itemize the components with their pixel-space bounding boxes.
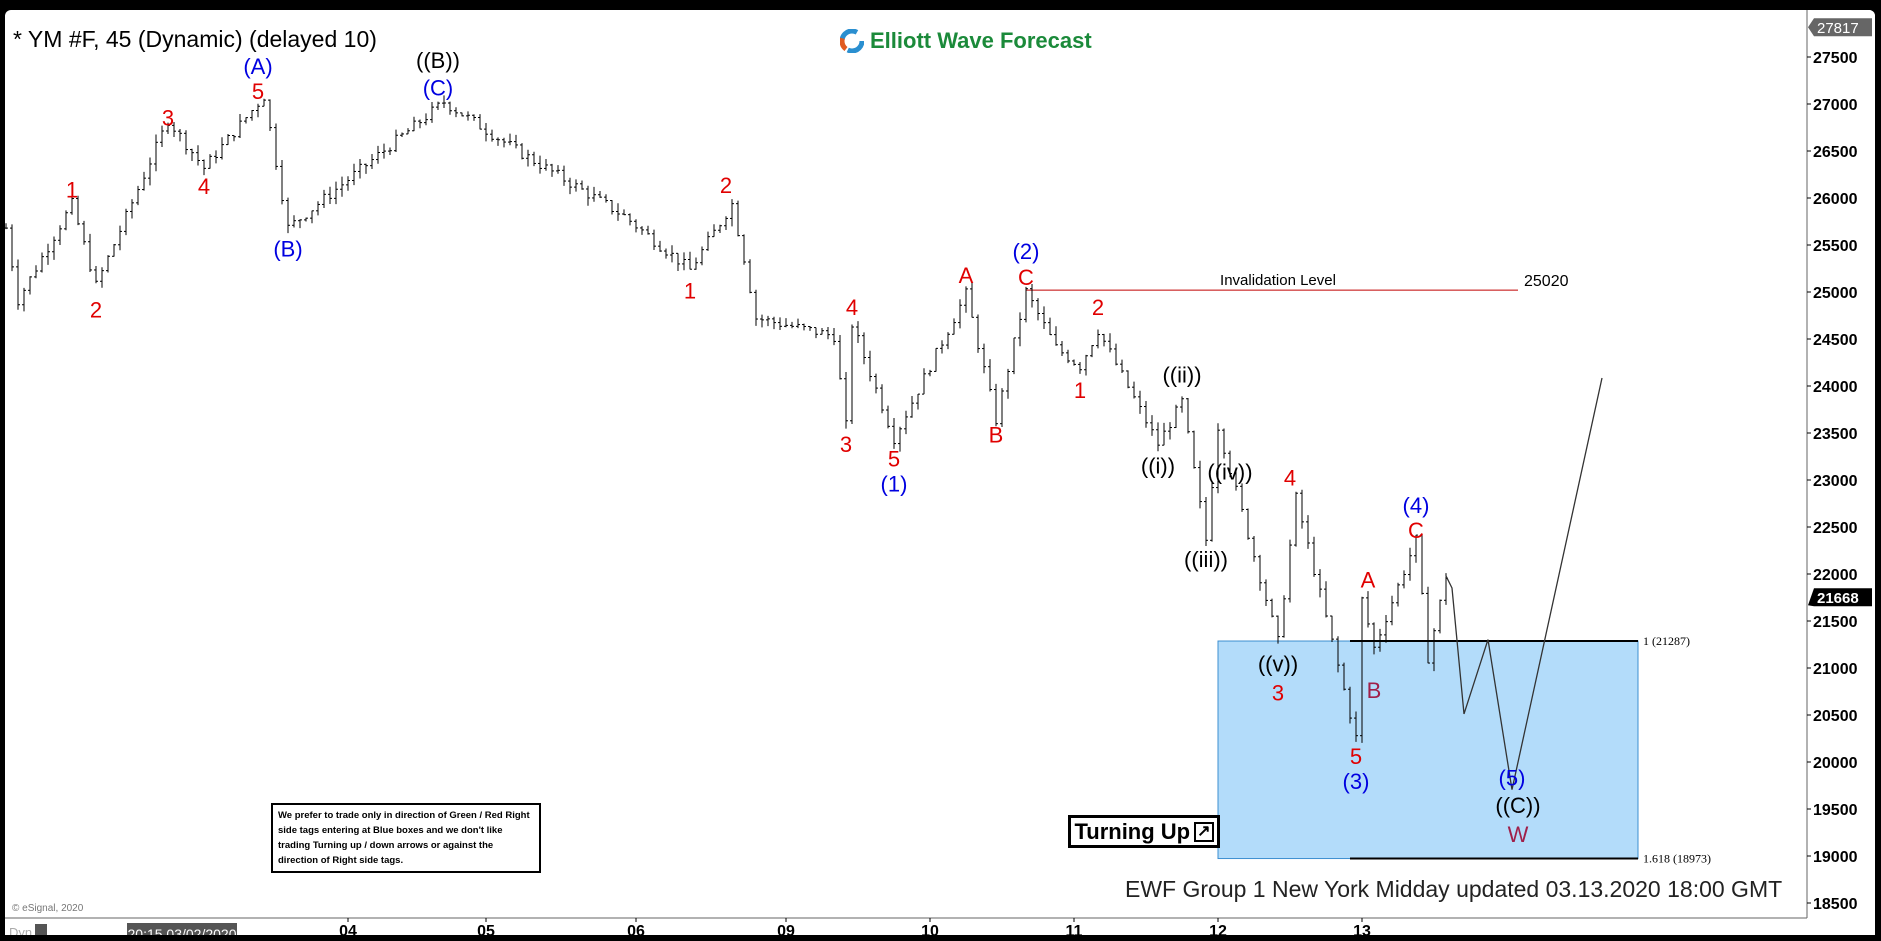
y-tick-label: 20000 [1813,755,1858,772]
target-blue-box [1217,640,1639,860]
wave-label: (1) [881,471,908,496]
wave-label: A [1361,568,1376,593]
high-price-marker: 27817 [1817,20,1859,37]
wave-label: A [959,263,974,288]
wave-label: ((v)) [1258,652,1298,677]
y-tick-label: 22000 [1813,567,1858,584]
lock-icon[interactable] [35,924,47,935]
wave-label: C [1408,518,1424,543]
x-tick-label: 04 [339,923,357,935]
y-tick-label: 25000 [1813,285,1858,302]
y-tick-label: 26500 [1813,144,1858,161]
x-tick-label: 11 [1066,923,1083,935]
fib-bottom-label: 1.618 (18973) [1643,852,1711,866]
wave-label: 4 [1284,466,1296,491]
wave-label: 1 [684,278,696,303]
wave-label: (4) [1403,493,1430,518]
wave-label: (C) [423,76,454,101]
price-chart[interactable]: 1 (21287) 1.618 (18973) Invalidation Level… [5,10,1875,935]
wave-label: ((iv)) [1207,460,1252,485]
invalidation-label: Invalidation Level [1220,272,1336,289]
y-tick-label: 27000 [1813,97,1858,114]
wave-label: 5 [1350,744,1362,769]
x-tick-label: 09 [777,923,795,935]
start-time-label: 20:15 03/02/2020 [127,923,237,935]
y-tick-label: 24000 [1813,379,1858,396]
wave-label: 2 [720,173,732,198]
wave-label: B [989,422,1004,447]
y-tick-label: 22500 [1813,520,1858,537]
wave-label: ((C)) [1495,793,1540,818]
last-price-marker-bg [1808,588,1872,607]
dyn-label[interactable]: Dyn [9,925,33,935]
x-tick-label: 05 [477,923,495,935]
footer-update-text: EWF Group 1 New York Midday updated 03.1… [1125,876,1783,902]
copyright: © eSignal, 2020 [12,903,84,914]
wave-label: 5 [252,79,264,104]
wave-label: 3 [162,106,174,131]
y-tick-label: 21500 [1813,614,1858,631]
y-tick-label: 20500 [1813,708,1858,725]
x-tick-label: 13 [1353,923,1371,935]
projection-path [1445,377,1603,790]
wave-label: B [1367,678,1382,703]
high-price-marker-bg [1808,18,1872,37]
wave-label: W [1508,822,1529,847]
wave-label: ((i)) [1141,454,1175,479]
y-tick-label: 27500 [1813,50,1858,67]
y-tick-label: 25500 [1813,238,1858,255]
x-tick-label: 12 [1209,923,1227,935]
y-tick-label: 18500 [1813,896,1858,913]
y-tick-label: 26000 [1813,191,1858,208]
logo: Elliott Wave Forecast [840,28,1092,54]
wave-label: ((ii)) [1162,362,1201,387]
y-tick-label: 23500 [1813,426,1858,443]
wave-label: 2 [90,298,102,323]
fib-top-label: 1 (21287) [1643,634,1690,648]
logo-icon [840,29,864,53]
y-tick-label: 24500 [1813,332,1858,349]
wave-label: 4 [846,295,858,320]
logo-text: Elliott Wave Forecast [870,28,1092,53]
last-price-marker: 21668 [1817,590,1859,607]
wave-label: ((iii)) [1184,547,1228,572]
chart-title: * YM #F, 45 (Dynamic) (delayed 10) [13,26,377,52]
wave-label: (2) [1013,239,1040,264]
wave-label: 3 [840,432,852,457]
wave-label: (A) [243,54,272,79]
wave-label: 3 [1272,680,1284,705]
turning-up-tag: Turning Up ↗ [1068,815,1220,848]
trading-note: We prefer to trade only in direction of … [271,803,541,873]
wave-label: 1 [66,178,78,203]
y-tick-label: 19000 [1813,849,1858,866]
wave-label: (3) [1343,769,1370,794]
price-axis-bg [1807,10,1875,935]
y-tick-label: 23000 [1813,473,1858,490]
wave-label: (5) [1499,766,1526,791]
wave-label: (B) [273,236,302,261]
invalidation-value: 25020 [1524,273,1569,290]
wave-label: C [1018,265,1034,290]
wave-label: 5 [888,446,900,471]
chart-window: 1 (21287) 1.618 (18973) Invalidation Level… [5,10,1875,935]
arrow-up-right-icon: ↗ [1194,821,1214,842]
x-tick-label: 10 [921,923,939,935]
wave-label: 2 [1092,295,1104,320]
x-tick-label: 06 [627,923,645,935]
turning-up-label: Turning Up [1074,818,1191,844]
y-tick-label: 21000 [1813,661,1858,678]
wave-label: 4 [198,174,210,199]
y-tick-label: 19500 [1813,802,1858,819]
wave-label: ((B)) [416,48,460,73]
wave-label: 1 [1074,378,1086,403]
